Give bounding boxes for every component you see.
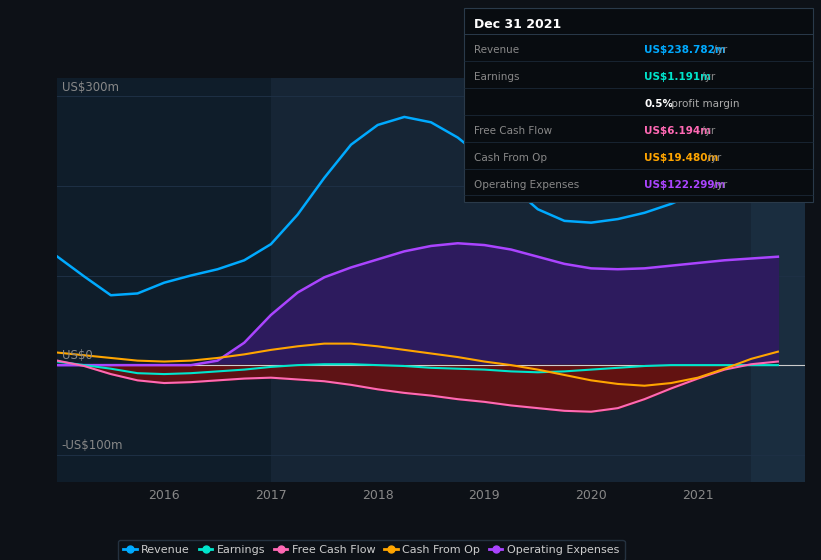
Text: US$19.480m: US$19.480m <box>644 153 719 163</box>
Text: /yr: /yr <box>698 72 715 82</box>
Text: /yr: /yr <box>698 126 715 136</box>
Text: Revenue: Revenue <box>474 45 519 55</box>
Text: Dec 31 2021: Dec 31 2021 <box>474 17 561 31</box>
Text: US$122.299m: US$122.299m <box>644 180 726 190</box>
Legend: Revenue, Earnings, Free Cash Flow, Cash From Op, Operating Expenses: Revenue, Earnings, Free Cash Flow, Cash … <box>118 540 625 560</box>
Text: -US$100m: -US$100m <box>62 439 123 452</box>
Text: Free Cash Flow: Free Cash Flow <box>474 126 552 136</box>
Text: /yr: /yr <box>709 180 727 190</box>
Text: /yr: /yr <box>709 45 727 55</box>
Bar <box>271 78 751 482</box>
Bar <box>751 78 805 482</box>
Text: Cash From Op: Cash From Op <box>474 153 547 163</box>
Text: Operating Expenses: Operating Expenses <box>474 180 579 190</box>
Text: US$1.191m: US$1.191m <box>644 72 712 82</box>
Text: US$0: US$0 <box>62 349 92 362</box>
Text: 0.5%: 0.5% <box>644 99 673 109</box>
Text: profit margin: profit margin <box>668 99 740 109</box>
Text: US$6.194m: US$6.194m <box>644 126 712 136</box>
Text: /yr: /yr <box>704 153 721 163</box>
Text: US$300m: US$300m <box>62 81 118 94</box>
Text: US$238.782m: US$238.782m <box>644 45 727 55</box>
Text: Earnings: Earnings <box>474 72 519 82</box>
